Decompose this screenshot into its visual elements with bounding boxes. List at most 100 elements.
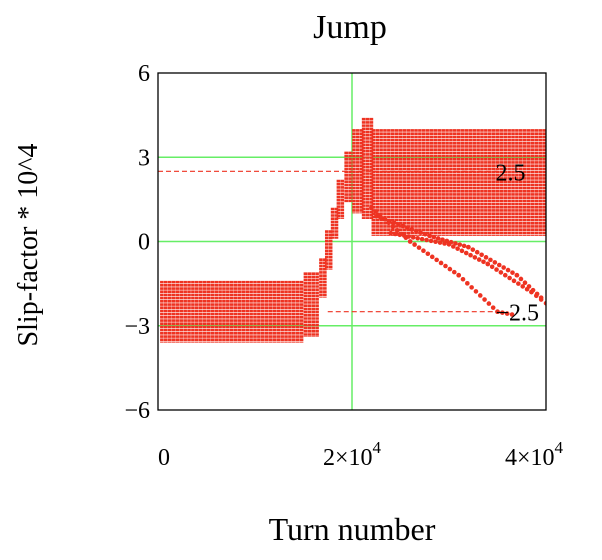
x-tick-label: 2×104 [323, 438, 382, 471]
data-point [442, 241, 447, 246]
data-point [431, 234, 437, 240]
data-point [468, 252, 473, 258]
data-point [538, 297, 544, 302]
plot-area: 2.5 −2.5 [157, 72, 547, 411]
x-tick-labels: 0 2×104 4×104 [158, 438, 564, 471]
data-point [378, 215, 383, 221]
data-point [421, 248, 426, 253]
data-point [485, 261, 491, 267]
data-point [529, 289, 534, 295]
data-point [490, 305, 496, 310]
data-point [437, 240, 443, 245]
data-point [514, 272, 520, 278]
data-point [459, 248, 465, 254]
data-point [501, 265, 506, 270]
data-point [400, 223, 406, 229]
data-point [396, 222, 401, 227]
data-point [505, 267, 511, 273]
data-point [461, 243, 467, 249]
data-point [520, 284, 526, 289]
data-point [507, 275, 512, 281]
data-point [498, 270, 504, 275]
data-point [466, 244, 471, 250]
data-point [516, 281, 521, 286]
data-point [473, 289, 479, 294]
data-point [510, 270, 515, 275]
y-tick-label: 0 [138, 230, 150, 256]
data-point [391, 220, 397, 226]
data-point [511, 278, 517, 284]
data-point [406, 234, 412, 239]
data-point [456, 272, 462, 278]
data-point [418, 230, 424, 235]
data-point [407, 239, 413, 244]
data-point [409, 227, 415, 232]
data-point [447, 266, 453, 272]
data-point [428, 238, 434, 244]
data-point [474, 249, 480, 255]
data-point [434, 257, 439, 263]
data-point [410, 235, 416, 240]
data-point [502, 272, 508, 278]
data-point [472, 255, 478, 260]
data-point [451, 244, 456, 249]
data-point [477, 293, 483, 298]
data-point [446, 242, 452, 247]
x-tick-label: 0 [158, 445, 170, 471]
y-tick-label: 3 [138, 145, 150, 171]
data-point [438, 260, 444, 266]
data-point [451, 269, 457, 275]
data-point [522, 280, 528, 285]
data-point [486, 301, 492, 306]
data-point [369, 205, 374, 211]
y-tick-labels: 6 3 0 −3 −6 [124, 61, 150, 424]
data-point [422, 231, 428, 237]
data-point [509, 312, 515, 317]
data-point [416, 245, 422, 250]
data-point [479, 252, 484, 258]
data-point [534, 293, 539, 299]
data-point [415, 235, 420, 241]
data-point [425, 251, 431, 257]
data-point [433, 239, 438, 245]
data-point [401, 233, 407, 238]
y-tick-label: −3 [124, 314, 150, 340]
data-point [412, 242, 417, 247]
data-point [429, 254, 435, 260]
data-point [496, 262, 502, 268]
data-point [373, 209, 379, 214]
data-point [476, 257, 482, 262]
data-point [435, 236, 441, 241]
data-point [518, 276, 524, 282]
x-tick-label: 4×104 [505, 438, 564, 471]
y-tick-label: −6 [124, 398, 150, 424]
data-point [405, 225, 410, 230]
chart-title: Jump [313, 9, 387, 46]
data-point [494, 267, 499, 272]
data-point [394, 227, 400, 233]
y-axis-label: Slip-factor * 10^4 [13, 144, 44, 347]
x-axis-label: Turn number [269, 511, 436, 547]
data-point [481, 259, 486, 265]
data-point [482, 297, 487, 302]
data-point [427, 233, 432, 239]
data-point [382, 217, 388, 222]
data-point [463, 250, 469, 256]
reference-line-label: 2.5 [496, 160, 526, 186]
data-point [524, 286, 530, 292]
data-point [373, 213, 379, 219]
data-point [489, 264, 495, 270]
data-point [397, 232, 403, 238]
data-point [504, 311, 510, 316]
data-point [469, 285, 474, 290]
data-point [390, 224, 396, 229]
data-point [424, 237, 429, 243]
data-point [443, 263, 448, 269]
data-point [483, 255, 489, 260]
data-point [488, 257, 493, 263]
y-tick-label: 6 [138, 61, 150, 87]
data-point [492, 260, 498, 265]
data-point [457, 242, 463, 247]
data-point [413, 228, 419, 234]
data-point [392, 231, 398, 237]
